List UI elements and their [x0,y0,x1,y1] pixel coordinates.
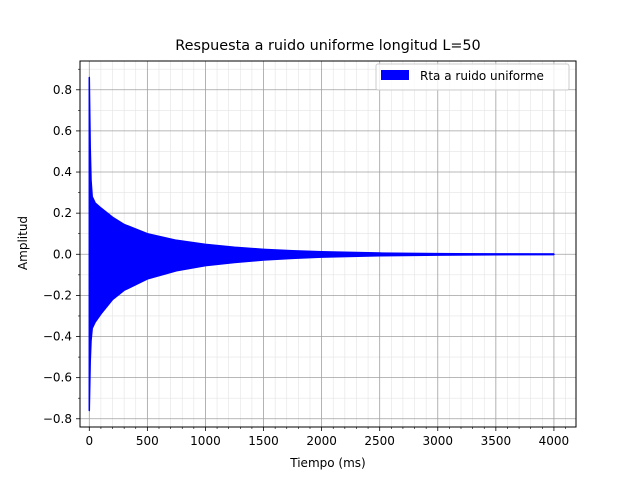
y-axis-ticks: −0.8 −0.6 −0.4 −0.2 0.0 0.2 0.4 0.6 0.8 [43,68,80,426]
legend-box [375,63,570,91]
x-tick-label: 4000 [539,434,570,448]
legend: Rta a ruido uniforme [375,63,570,91]
x-tick-label: 1000 [190,434,221,448]
y-tick-label: −0.2 [43,288,72,302]
chart-title: Respuesta a ruido uniforme longitud L=50 [175,38,480,54]
y-tick-label: 0.2 [53,206,72,220]
x-tick-label: 500 [136,434,159,448]
y-tick-label: 0.0 [53,247,72,261]
y-tick-label: −0.6 [43,371,72,385]
x-tick-label: 2000 [306,434,337,448]
series-envelope [88,76,555,412]
y-tick-label: 0.6 [53,124,72,138]
x-tick-label: 1500 [248,434,279,448]
y-tick-label: 0.4 [53,165,72,179]
x-tick-label: 3000 [422,434,453,448]
x-axis-label: Tiempo (ms) [289,456,365,470]
y-tick-label: 0.8 [53,83,72,97]
y-tick-label: −0.4 [43,330,72,344]
plot-frame [79,60,577,428]
y-tick-label: −0.8 [43,412,72,426]
legend-entry-label: Rta a ruido uniforme [420,69,544,83]
legend-swatch [381,70,409,80]
x-axis-ticks: 0 500 1000 1500 2000 2500 3000 3500 4000 [85,427,569,448]
major-grid [80,61,576,427]
series-layer [88,76,555,412]
y-axis-label: Amplitud [16,216,30,270]
x-tick-label: 0 [85,434,93,448]
x-tick-label: 2500 [364,434,395,448]
x-tick-label: 3500 [481,434,512,448]
